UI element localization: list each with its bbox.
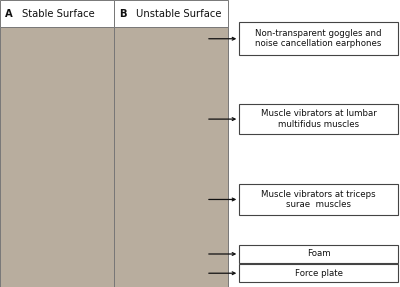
FancyBboxPatch shape xyxy=(239,264,398,282)
FancyBboxPatch shape xyxy=(114,0,228,27)
FancyBboxPatch shape xyxy=(239,104,398,134)
FancyBboxPatch shape xyxy=(239,245,398,263)
Text: Foam: Foam xyxy=(307,249,330,259)
Text: Unstable Surface: Unstable Surface xyxy=(136,9,222,19)
FancyBboxPatch shape xyxy=(239,22,398,55)
Text: A: A xyxy=(5,9,12,19)
FancyBboxPatch shape xyxy=(114,26,228,287)
FancyBboxPatch shape xyxy=(0,26,114,287)
Text: Force plate: Force plate xyxy=(294,269,342,278)
Text: Muscle vibrators at lumbar
multifidus muscles: Muscle vibrators at lumbar multifidus mu… xyxy=(261,109,376,129)
Text: Non-transparent goggles and
noise cancellation earphones: Non-transparent goggles and noise cancel… xyxy=(255,29,382,49)
Text: B: B xyxy=(119,9,126,19)
Text: Stable Surface: Stable Surface xyxy=(22,9,95,19)
FancyBboxPatch shape xyxy=(0,0,114,27)
FancyBboxPatch shape xyxy=(239,185,398,215)
Text: Muscle vibrators at triceps
surae  muscles: Muscle vibrators at triceps surae muscle… xyxy=(261,190,376,209)
